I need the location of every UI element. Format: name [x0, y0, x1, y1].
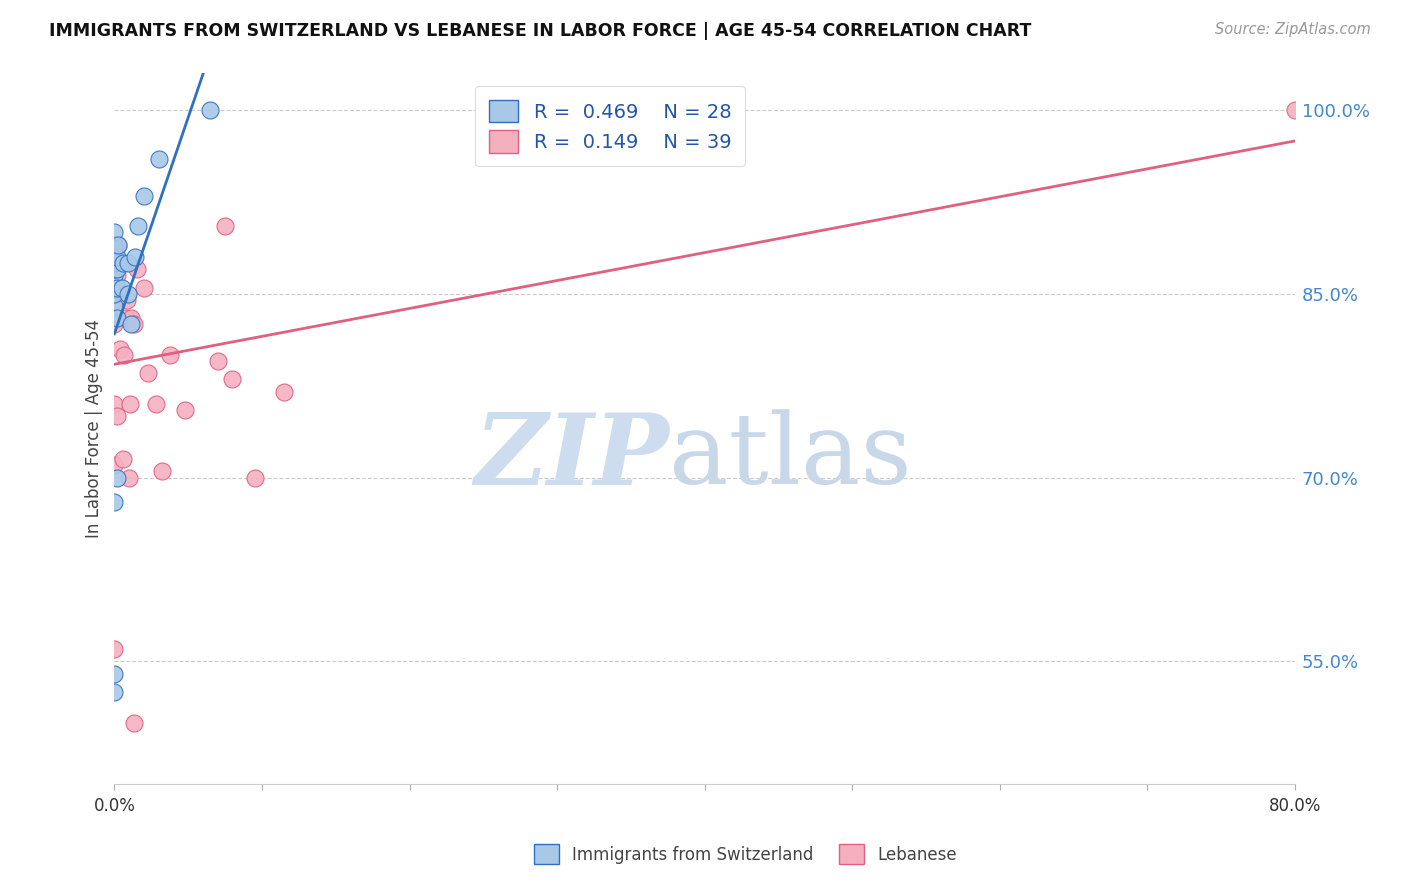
Point: [103, 280, 125, 294]
Point: [243, 470, 266, 484]
Point: [103, 274, 125, 288]
Point: [103, 642, 125, 657]
Point: [138, 367, 160, 381]
Point: [107, 237, 129, 252]
Point: [105, 250, 128, 264]
Point: [112, 348, 135, 362]
Point: [105, 268, 128, 283]
Point: [150, 465, 173, 479]
Point: [103, 250, 125, 264]
Point: [221, 372, 243, 386]
Point: [115, 311, 138, 326]
Point: [103, 225, 125, 239]
Point: [105, 470, 128, 484]
Point: [120, 318, 142, 332]
Point: [174, 403, 197, 417]
Point: [124, 250, 146, 264]
Point: [103, 286, 125, 301]
Point: [103, 244, 125, 258]
Point: [214, 219, 236, 234]
Point: [117, 286, 139, 301]
Point: [103, 256, 125, 270]
Text: atlas: atlas: [669, 409, 912, 505]
Point: [117, 256, 139, 270]
Point: [273, 384, 295, 399]
Point: [103, 458, 125, 473]
Point: [103, 666, 125, 681]
Point: [103, 318, 125, 332]
Point: [148, 152, 170, 166]
Point: [110, 342, 132, 356]
Text: ZIP: ZIP: [474, 409, 669, 505]
Point: [112, 452, 135, 467]
Text: IMMIGRANTS FROM SWITZERLAND VS LEBANESE IN LABOR FORCE | AGE 45-54 CORRELATION C: IMMIGRANTS FROM SWITZERLAND VS LEBANESE …: [49, 22, 1032, 40]
Point: [120, 311, 142, 326]
Point: [122, 715, 145, 730]
Point: [115, 293, 138, 307]
Point: [103, 299, 125, 313]
Point: [200, 103, 222, 117]
Point: [111, 256, 134, 270]
Point: [105, 409, 128, 424]
Legend: Immigrants from Switzerland, Lebanese: Immigrants from Switzerland, Lebanese: [527, 838, 963, 871]
Point: [110, 256, 132, 270]
Point: [103, 293, 125, 307]
Point: [103, 256, 125, 270]
Point: [118, 397, 141, 411]
Point: [103, 237, 125, 252]
Point: [107, 237, 129, 252]
Point: [145, 397, 167, 411]
Point: [159, 348, 181, 362]
Point: [103, 250, 125, 264]
Point: [103, 262, 125, 277]
Y-axis label: In Labor Force | Age 45-54: In Labor Force | Age 45-54: [86, 319, 103, 538]
Point: [105, 262, 128, 277]
Point: [103, 685, 125, 699]
Point: [103, 237, 125, 252]
Point: [103, 268, 125, 283]
Point: [207, 354, 229, 368]
Point: [103, 495, 125, 509]
Text: Source: ZipAtlas.com: Source: ZipAtlas.com: [1215, 22, 1371, 37]
Point: [105, 280, 128, 294]
Point: [111, 280, 134, 294]
Point: [118, 470, 141, 484]
Point: [1284, 103, 1306, 117]
Point: [105, 311, 128, 326]
Point: [105, 280, 128, 294]
Point: [132, 280, 155, 294]
Point: [103, 262, 125, 277]
Point: [132, 188, 155, 202]
Legend: R =  0.469    N = 28, R =  0.149    N = 39: R = 0.469 N = 28, R = 0.149 N = 39: [475, 87, 745, 166]
Point: [124, 318, 146, 332]
Point: [127, 219, 149, 234]
Point: [103, 397, 125, 411]
Point: [127, 262, 149, 277]
